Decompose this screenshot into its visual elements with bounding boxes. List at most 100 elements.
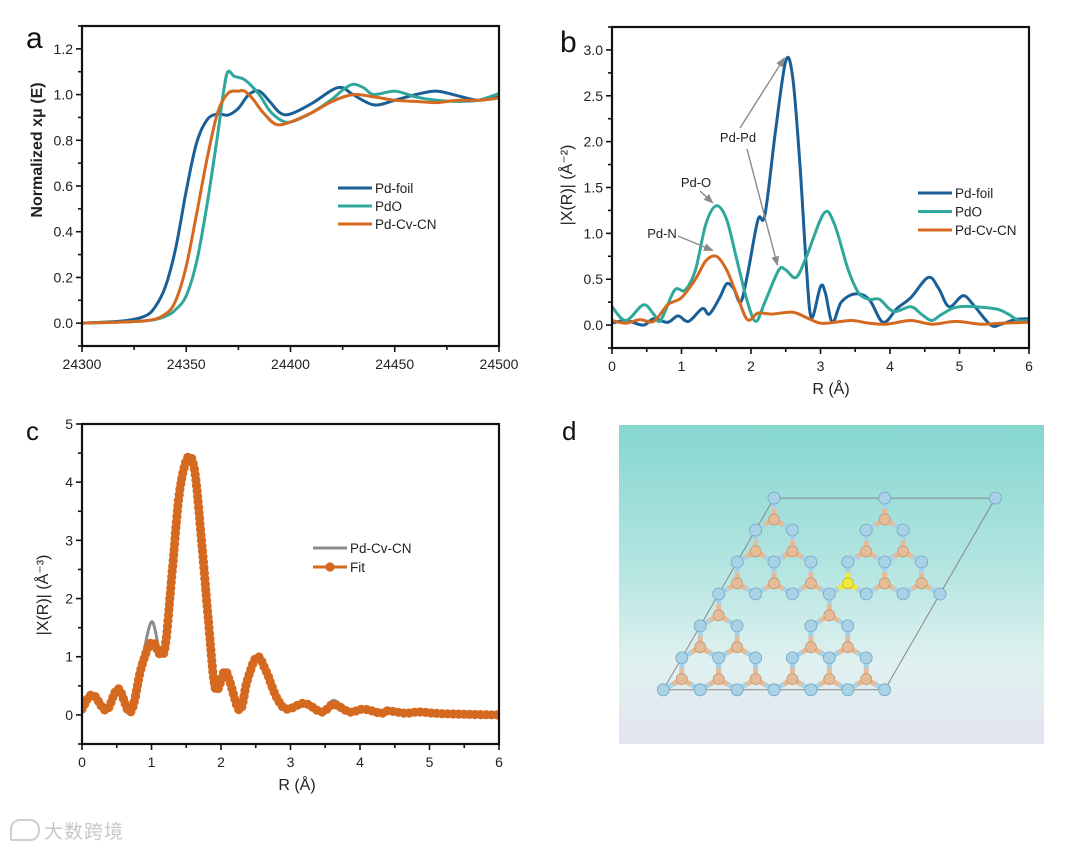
- watermark: 大数跨境: [10, 817, 124, 844]
- annotation-arrow: [746, 148, 779, 267]
- panel-label-a: a: [26, 22, 43, 55]
- nitrogen-atom: [878, 683, 892, 697]
- panel-label-c: c: [26, 416, 39, 446]
- nitrogen-atom: [730, 683, 744, 697]
- x-tick-label: 4: [886, 358, 894, 374]
- y-axis-title: |X(R)| (Å⁻²): [557, 145, 576, 226]
- nitrogen-atom: [878, 491, 892, 505]
- nitrogen-atom: [822, 587, 836, 601]
- nitrogen-atom: [841, 683, 855, 697]
- x-tick-label: 2: [747, 358, 755, 374]
- y-tick-label: 3.0: [584, 42, 604, 58]
- carbon-atom: [786, 545, 799, 558]
- nitrogen-atom: [804, 619, 818, 633]
- x-tick-label: 24450: [375, 356, 414, 372]
- legend: Pd-foil PdO Pd-Cv-CN: [918, 186, 1017, 238]
- carbon-atom: [860, 545, 873, 558]
- nitrogen-atom: [841, 619, 855, 633]
- x-tick-label: 6: [495, 754, 503, 770]
- structure-model-panel-d: [619, 425, 1044, 744]
- y-tick-label: 2.0: [584, 134, 604, 150]
- series-line-pd-cv-cn: [82, 454, 499, 717]
- y-tick-label: 4: [65, 474, 73, 490]
- carbon-atom: [786, 673, 799, 685]
- x-axis-title: R (Å): [812, 379, 849, 398]
- nitrogen-atom: [989, 491, 1002, 505]
- y-tick-label: 0.0: [54, 315, 74, 331]
- nitrogen-atom: [730, 555, 744, 569]
- x-tick-label: 24300: [63, 356, 102, 372]
- y-tick-label: 2.5: [584, 88, 604, 104]
- nitrogen-atom: [859, 651, 873, 665]
- axes-frame: [80, 24, 501, 348]
- nitrogen-atom: [749, 523, 762, 537]
- nitrogen-atom: [767, 683, 781, 697]
- carbon-atom: [749, 673, 762, 685]
- chart-panel-a-xanes: 24300 24350 24400 24450 24500 0.0 0.2 0.4 0.6 0.8…: [29, 24, 519, 372]
- x-tick-label: 5: [426, 754, 434, 770]
- carbon-atom: [841, 641, 854, 654]
- legend-label: Pd-Cv-CN: [350, 541, 412, 556]
- carbon-atom: [768, 513, 780, 526]
- carbon-atom: [805, 577, 817, 590]
- nitrogen-atom: [749, 651, 762, 665]
- y-tick-label: 0.0: [584, 317, 604, 333]
- y-tick-label: 1.5: [584, 180, 604, 196]
- nitrogen-atom: [786, 523, 799, 537]
- nitrogen-atom: [675, 651, 689, 665]
- chart-panel-b-ft-exafs: 0 1 2 3 4 5 6 0.0 0.5 1.0 1.5 2.0 2.5 3.0 |X(R)| (Å⁻²)…: [557, 25, 1033, 398]
- nitrogen-atom: [767, 555, 781, 569]
- nitrogen-atom: [859, 587, 873, 601]
- legend: Pd-Cv-CN Fit: [313, 541, 412, 575]
- nitrogen-atom: [804, 683, 818, 697]
- y-tick-label: 1: [65, 649, 73, 665]
- plot-area: [612, 55, 1029, 328]
- y-axis-title: |X(R)| (Å⁻³): [33, 555, 52, 636]
- y-axis-title: Normalized xμ (E): [29, 82, 46, 217]
- plot-area: [82, 452, 499, 720]
- series-line-pdo: [82, 69, 499, 325]
- y-tick-label: 0.4: [54, 224, 74, 240]
- nitrogen-atom: [933, 587, 947, 601]
- carbon-atom: [731, 577, 743, 590]
- nitrogen-atom: [822, 651, 836, 665]
- nitrogen-atom: [656, 683, 670, 697]
- x-tick-label: 1: [148, 754, 156, 770]
- annotation-label: Pd-N: [647, 226, 677, 241]
- chart-panel-c-exafs-fit: 0 1 2 3 4 5 6 0 1 2 3 4 5 |X(R)| (Å⁻³) R (Å) Pd-Cv-CN Fi…: [33, 416, 503, 794]
- x-tick-label: 24350: [167, 356, 206, 372]
- plot-area: [82, 69, 499, 325]
- series-line-pd-cv-cn: [612, 254, 1029, 326]
- y-tick-label: 0.6: [54, 178, 74, 194]
- series-line-pd-foil: [612, 55, 1029, 328]
- nitrogen-atom: [804, 555, 818, 569]
- nitrogen-atom: [896, 523, 910, 537]
- annotation-arrow: [699, 190, 714, 204]
- legend-label: Fit: [350, 560, 365, 575]
- panel-label-d: d: [562, 416, 576, 446]
- annotation-label: Pd-Pd: [720, 130, 756, 145]
- nitrogen-atom: [712, 587, 726, 601]
- x-tick-label: 24500: [480, 356, 519, 372]
- nitrogen-atom: [693, 619, 707, 633]
- nitrogen-atom: [859, 523, 873, 537]
- y-tick-label: 2: [65, 591, 73, 607]
- y-tick-label: 1.0: [54, 87, 74, 103]
- x-axis-title: R (Å): [278, 775, 315, 794]
- carbon-atom: [823, 673, 836, 685]
- y-tick-label: 1.2: [54, 41, 74, 57]
- legend-label: Pd-foil: [375, 181, 413, 196]
- carbon-atom: [675, 673, 688, 685]
- vacancy-site-atom: [841, 577, 854, 590]
- carbon-atom: [860, 673, 873, 685]
- carbon-atom: [915, 577, 928, 590]
- legend-marker: [325, 562, 335, 572]
- legend-label: PdO: [375, 199, 402, 214]
- x-tick-label: 3: [817, 358, 825, 374]
- carbon-atom: [823, 609, 836, 622]
- nitrogen-atom: [693, 683, 707, 697]
- legend-label: PdO: [955, 205, 982, 220]
- x-tick-label: 6: [1025, 358, 1033, 374]
- x-tick-label: 4: [356, 754, 364, 770]
- nitrogen-atom: [749, 587, 762, 601]
